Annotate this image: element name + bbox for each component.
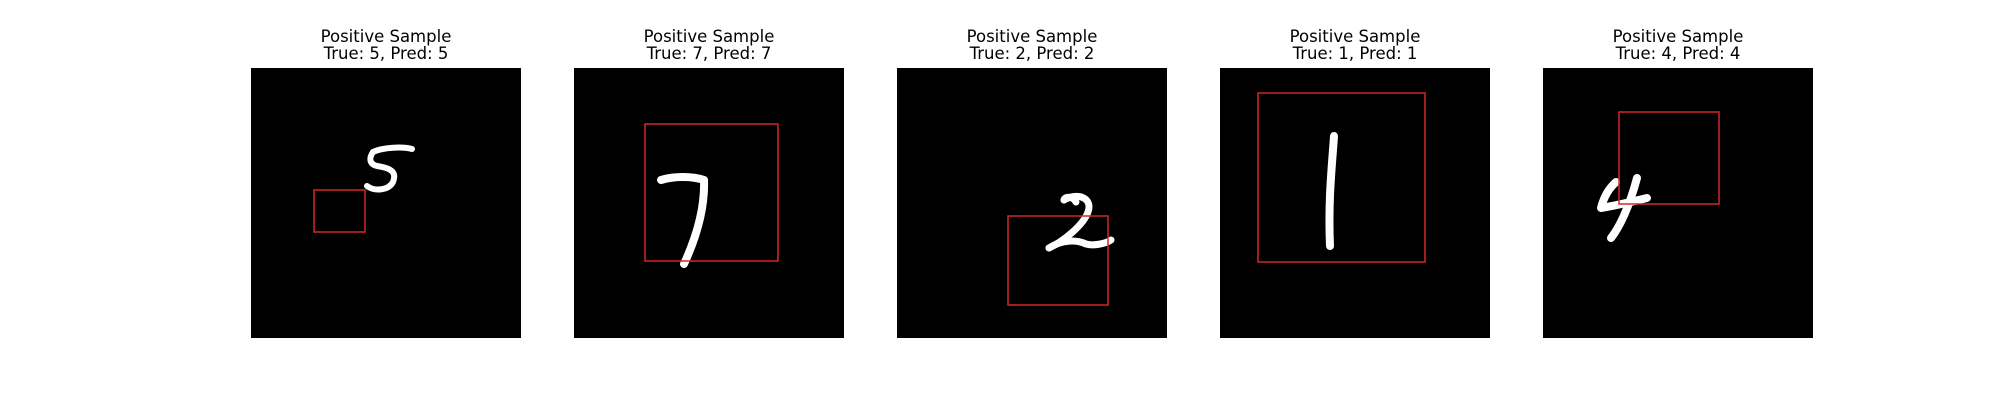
image-background [251,68,521,338]
panel-heading: Positive Sample [1289,27,1421,46]
panel-caption: True: 4, Pred: 4 [1615,44,1741,63]
panel-title: Positive Sample True: 4, Pred: 4 [1503,28,1853,62]
panel-caption: True: 2, Pred: 2 [969,44,1095,63]
panel-heading: Positive Sample [1612,27,1744,46]
panel-heading: Positive Sample [643,27,775,46]
digit-image [251,68,521,338]
digit-stroke [1325,132,1338,250]
panel-heading: Positive Sample [320,27,452,46]
digit-stroke [364,144,415,193]
panel-caption: True: 1, Pred: 1 [1292,44,1418,63]
sample-panel-4: Positive Sample True: 1, Pred: 1 [1220,0,1490,400]
panel-caption: True: 7, Pred: 7 [646,44,772,63]
digit-image [1543,68,1813,338]
bounding-box [313,189,366,233]
image-background [897,68,1167,338]
panel-title: Positive Sample True: 5, Pred: 5 [211,28,561,62]
bounding-box [1618,111,1720,205]
bounding-box [1257,92,1426,263]
bounding-box [644,123,779,262]
sample-panel-2: Positive Sample True: 7, Pred: 7 [574,0,844,400]
panel-heading: Positive Sample [966,27,1098,46]
digit-stroke [1045,193,1115,252]
panel-caption: True: 5, Pred: 5 [323,44,449,63]
digit-stroke [657,173,709,268]
digit-image [897,68,1167,338]
sample-panel-5: Positive Sample True: 4, Pred: 4 [1543,0,1813,400]
image-background [1543,68,1813,338]
image-background [574,68,844,338]
bounding-box [1007,215,1109,306]
digit-stroke [1597,174,1651,242]
digit-image [574,68,844,338]
sample-panel-1: Positive Sample True: 5, Pred: 5 [251,0,521,400]
sample-panel-3: Positive Sample True: 2, Pred: 2 [897,0,1167,400]
panel-title: Positive Sample True: 7, Pred: 7 [534,28,884,62]
image-background [1220,68,1490,338]
panel-title: Positive Sample True: 1, Pred: 1 [1180,28,1530,62]
panel-title: Positive Sample True: 2, Pred: 2 [857,28,1207,62]
digit-image [1220,68,1490,338]
